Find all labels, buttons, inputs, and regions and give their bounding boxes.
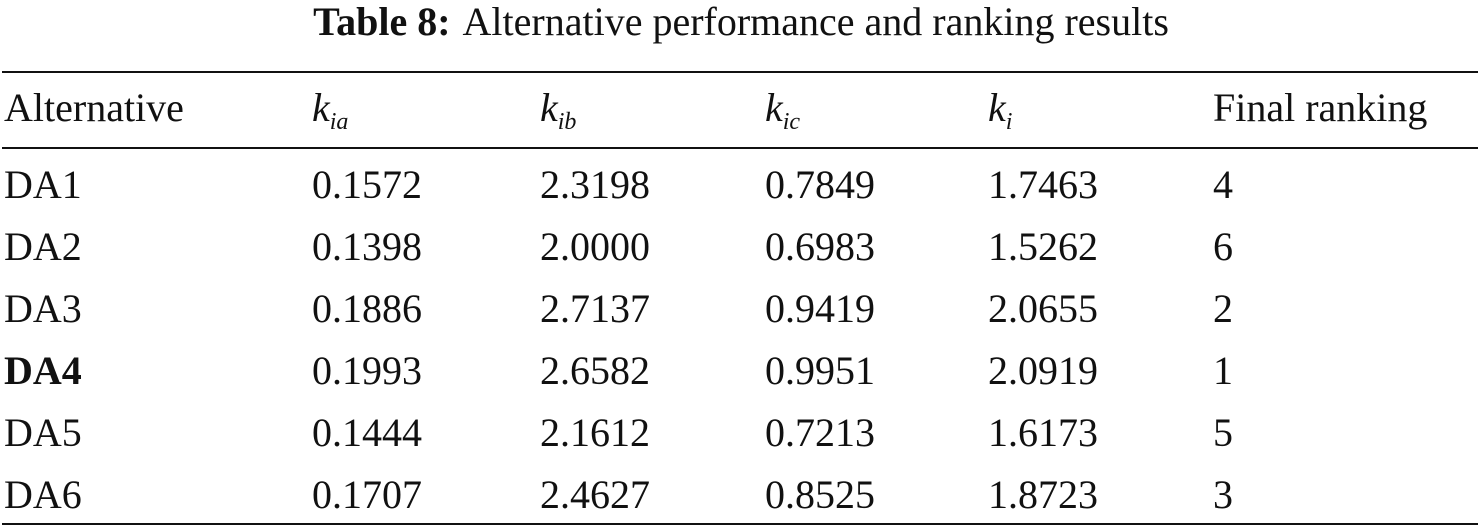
table-cell: 1.7463 [988, 162, 1098, 207]
header-rule [2, 147, 1478, 149]
table-cell: 0.1572 [312, 162, 422, 207]
symbol: k [988, 85, 1006, 130]
table-cell: 0.6983 [765, 224, 875, 269]
header-cell: kib [540, 84, 576, 146]
table-cell: 2 [1213, 286, 1233, 331]
subscript: ic [782, 109, 801, 135]
top-rule [2, 71, 1478, 73]
table-cell: 2.0000 [540, 224, 650, 269]
table-cell: 0.9951 [765, 348, 875, 393]
table-cell: 1.6173 [988, 410, 1098, 455]
subscript: ia [329, 109, 349, 135]
table-cell: 6 [1213, 224, 1233, 269]
table-cell: DA5 [4, 410, 82, 455]
table-caption: Alternative performance and ranking resu… [462, 0, 1169, 44]
table-cell: 4 [1213, 162, 1233, 207]
symbol: k [765, 85, 783, 130]
header-cell: kic [765, 84, 800, 146]
table-cell: DA4 [4, 348, 82, 393]
table-cell: 1 [1213, 348, 1233, 393]
subscript: ib [557, 109, 577, 135]
table-cell: 2.4627 [540, 472, 650, 517]
table-cell: 0.1707 [312, 472, 422, 517]
table-cell: 2.0919 [988, 348, 1098, 393]
table-cell: 0.7213 [765, 410, 875, 455]
table-cell: 0.1993 [312, 348, 422, 393]
table-cell: 2.6582 [540, 348, 650, 393]
table-cell: 3 [1213, 472, 1233, 517]
table-cell: DA1 [4, 162, 82, 207]
table-cell: 0.8525 [765, 472, 875, 517]
header-cell: ki [988, 84, 1012, 146]
bottom-rule [2, 523, 1478, 525]
table-cell: DA6 [4, 472, 82, 517]
table-cell: 0.1444 [312, 410, 422, 455]
table-cell: 2.7137 [540, 286, 650, 331]
table-cell: 0.1398 [312, 224, 422, 269]
header-cell: Alternative [4, 85, 184, 130]
table-cell: 1.8723 [988, 472, 1098, 517]
table-title: Table 8: Alternative performance and rank… [0, 0, 1482, 44]
table-cell: 0.7849 [765, 162, 875, 207]
symbol: k [540, 85, 558, 130]
table-cell: 2.0655 [988, 286, 1098, 331]
table-cell: 2.3198 [540, 162, 650, 207]
table-cell: DA3 [4, 286, 82, 331]
header-cell: Final ranking [1213, 85, 1428, 130]
symbol: k [312, 85, 330, 130]
table-cell: 0.1886 [312, 286, 422, 331]
table-cell: 2.1612 [540, 410, 650, 455]
table-cell: 0.9419 [765, 286, 875, 331]
subscript: i [1005, 109, 1013, 135]
table-cell: 1.5262 [988, 224, 1098, 269]
table-cell: 5 [1213, 410, 1233, 455]
table-label: Table 8: [313, 0, 451, 44]
table-cell: DA2 [4, 224, 82, 269]
header-cell: kia [312, 84, 348, 146]
